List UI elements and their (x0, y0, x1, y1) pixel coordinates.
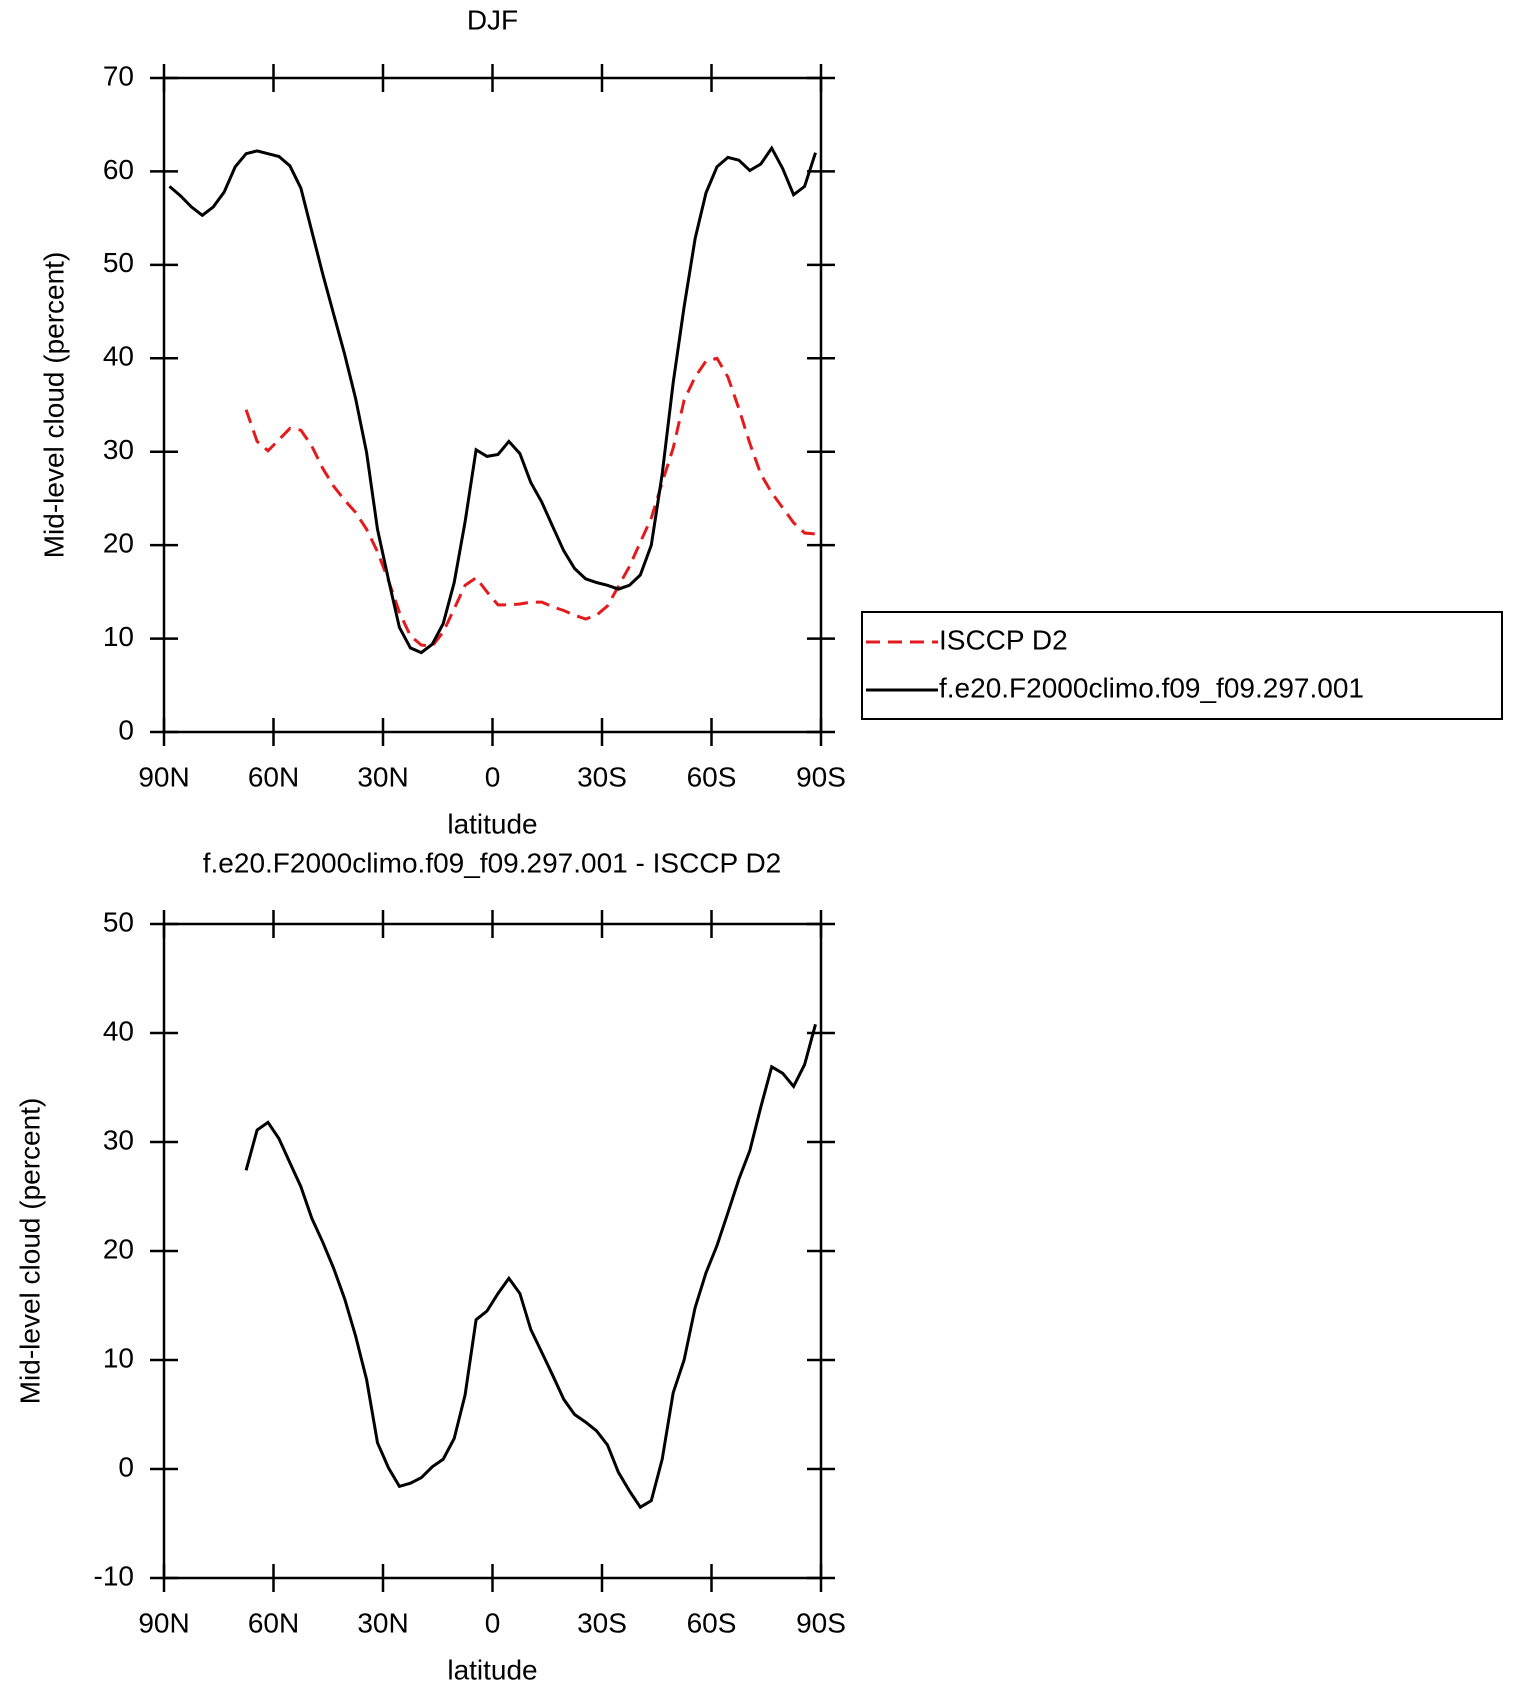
y-tick-label: 0 (118, 714, 134, 745)
y-tick-label: 70 (103, 60, 134, 91)
y-tick-label: 20 (103, 1233, 134, 1264)
y-tick-label: 30 (103, 1124, 134, 1155)
chart-title: DJF (467, 4, 518, 35)
data-line (168, 145, 817, 655)
x-tick-label: 90N (138, 1607, 189, 1638)
y-tick-label: 60 (103, 154, 134, 185)
data-line (244, 1023, 817, 1510)
x-tick-label: 60N (248, 1607, 299, 1638)
plot-frame (162, 922, 823, 1580)
x-tick-label: 30N (357, 1607, 408, 1638)
plot-frame (162, 76, 823, 734)
y-axis-label: Mid-level cloud (percent) (14, 1098, 45, 1405)
x-tick-label: 0 (485, 1607, 501, 1638)
x-tick-label: 60S (687, 761, 737, 792)
x-tick-label: 30S (577, 1607, 627, 1638)
x-tick-label: 30N (357, 761, 408, 792)
y-axis-label: Mid-level cloud (percent) (38, 252, 69, 559)
x-tick-label: 90S (796, 761, 846, 792)
legend-label: f.e20.F2000climo.f09_f09.297.001 (939, 672, 1364, 703)
y-tick-label: 40 (103, 341, 134, 372)
legend-label: ISCCP D2 (939, 624, 1068, 655)
y-tick-label: 10 (103, 1342, 134, 1373)
y-tick-label: 40 (103, 1015, 134, 1046)
y-tick-label: 50 (103, 906, 134, 937)
data-line (244, 356, 816, 648)
x-tick-label: 60S (687, 1607, 737, 1638)
y-tick-label: 10 (103, 621, 134, 652)
x-tick-label: 90N (138, 761, 189, 792)
y-tick-label: 50 (103, 247, 134, 278)
chart-title: f.e20.F2000climo.f09_f09.297.001 - ISCCP… (203, 847, 782, 878)
x-axis-label: latitude (447, 1654, 537, 1685)
y-tick-label: 30 (103, 434, 134, 465)
x-tick-label: 90S (796, 1607, 846, 1638)
y-tick-label: 20 (103, 528, 134, 559)
x-axis-label: latitude (447, 808, 537, 839)
y-tick-label: 0 (118, 1451, 134, 1482)
x-tick-label: 0 (485, 761, 501, 792)
y-tick-label: -10 (94, 1560, 134, 1591)
x-tick-label: 60N (248, 761, 299, 792)
x-tick-label: 30S (577, 761, 627, 792)
legend-box (861, 611, 1503, 720)
